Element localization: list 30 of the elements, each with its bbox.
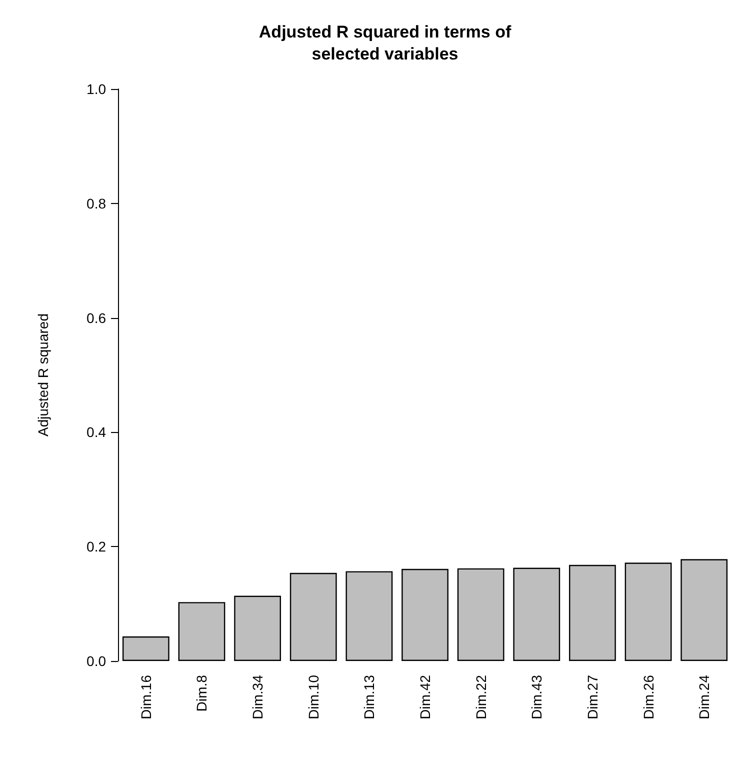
bar [513, 568, 560, 661]
y-tick-label: 0.8 [86, 195, 106, 212]
bar [569, 564, 616, 661]
x-tick-label: Dim.34 [250, 674, 266, 720]
y-tick-label: 0.2 [86, 538, 106, 555]
y-tick-label: 0.4 [86, 424, 106, 440]
x-tick-label: Dim.24 [696, 674, 712, 720]
bar [178, 602, 226, 661]
bar [624, 562, 672, 661]
bar [290, 572, 337, 661]
x-tick-label: Dim.10 [305, 674, 322, 720]
x-tick-label: Dim.13 [361, 674, 378, 720]
x-tick-label: Dim.43 [528, 674, 545, 720]
bar [234, 596, 281, 661]
bar [122, 636, 170, 661]
x-tick-label: Dim.16 [138, 674, 154, 720]
bar [346, 571, 393, 661]
chart-title: Adjusted R squared in terms of selected variables [258, 22, 512, 64]
bar [457, 568, 504, 661]
x-tick-label: Dim.42 [417, 674, 433, 720]
bar [402, 568, 448, 661]
x-tick-label: Dim.27 [584, 674, 600, 720]
bar [680, 559, 728, 661]
x-tick-label: Dim.22 [472, 674, 489, 720]
y-tick-label: 1.0 [86, 81, 106, 97]
y-tick-label: 0.0 [86, 653, 106, 669]
x-tick-label: Dim.8 [194, 674, 210, 712]
y-axis-title: Adjusted R squared [35, 314, 51, 436]
x-tick-label: Dim.26 [640, 674, 656, 720]
y-tick-label: 0.6 [86, 310, 106, 326]
